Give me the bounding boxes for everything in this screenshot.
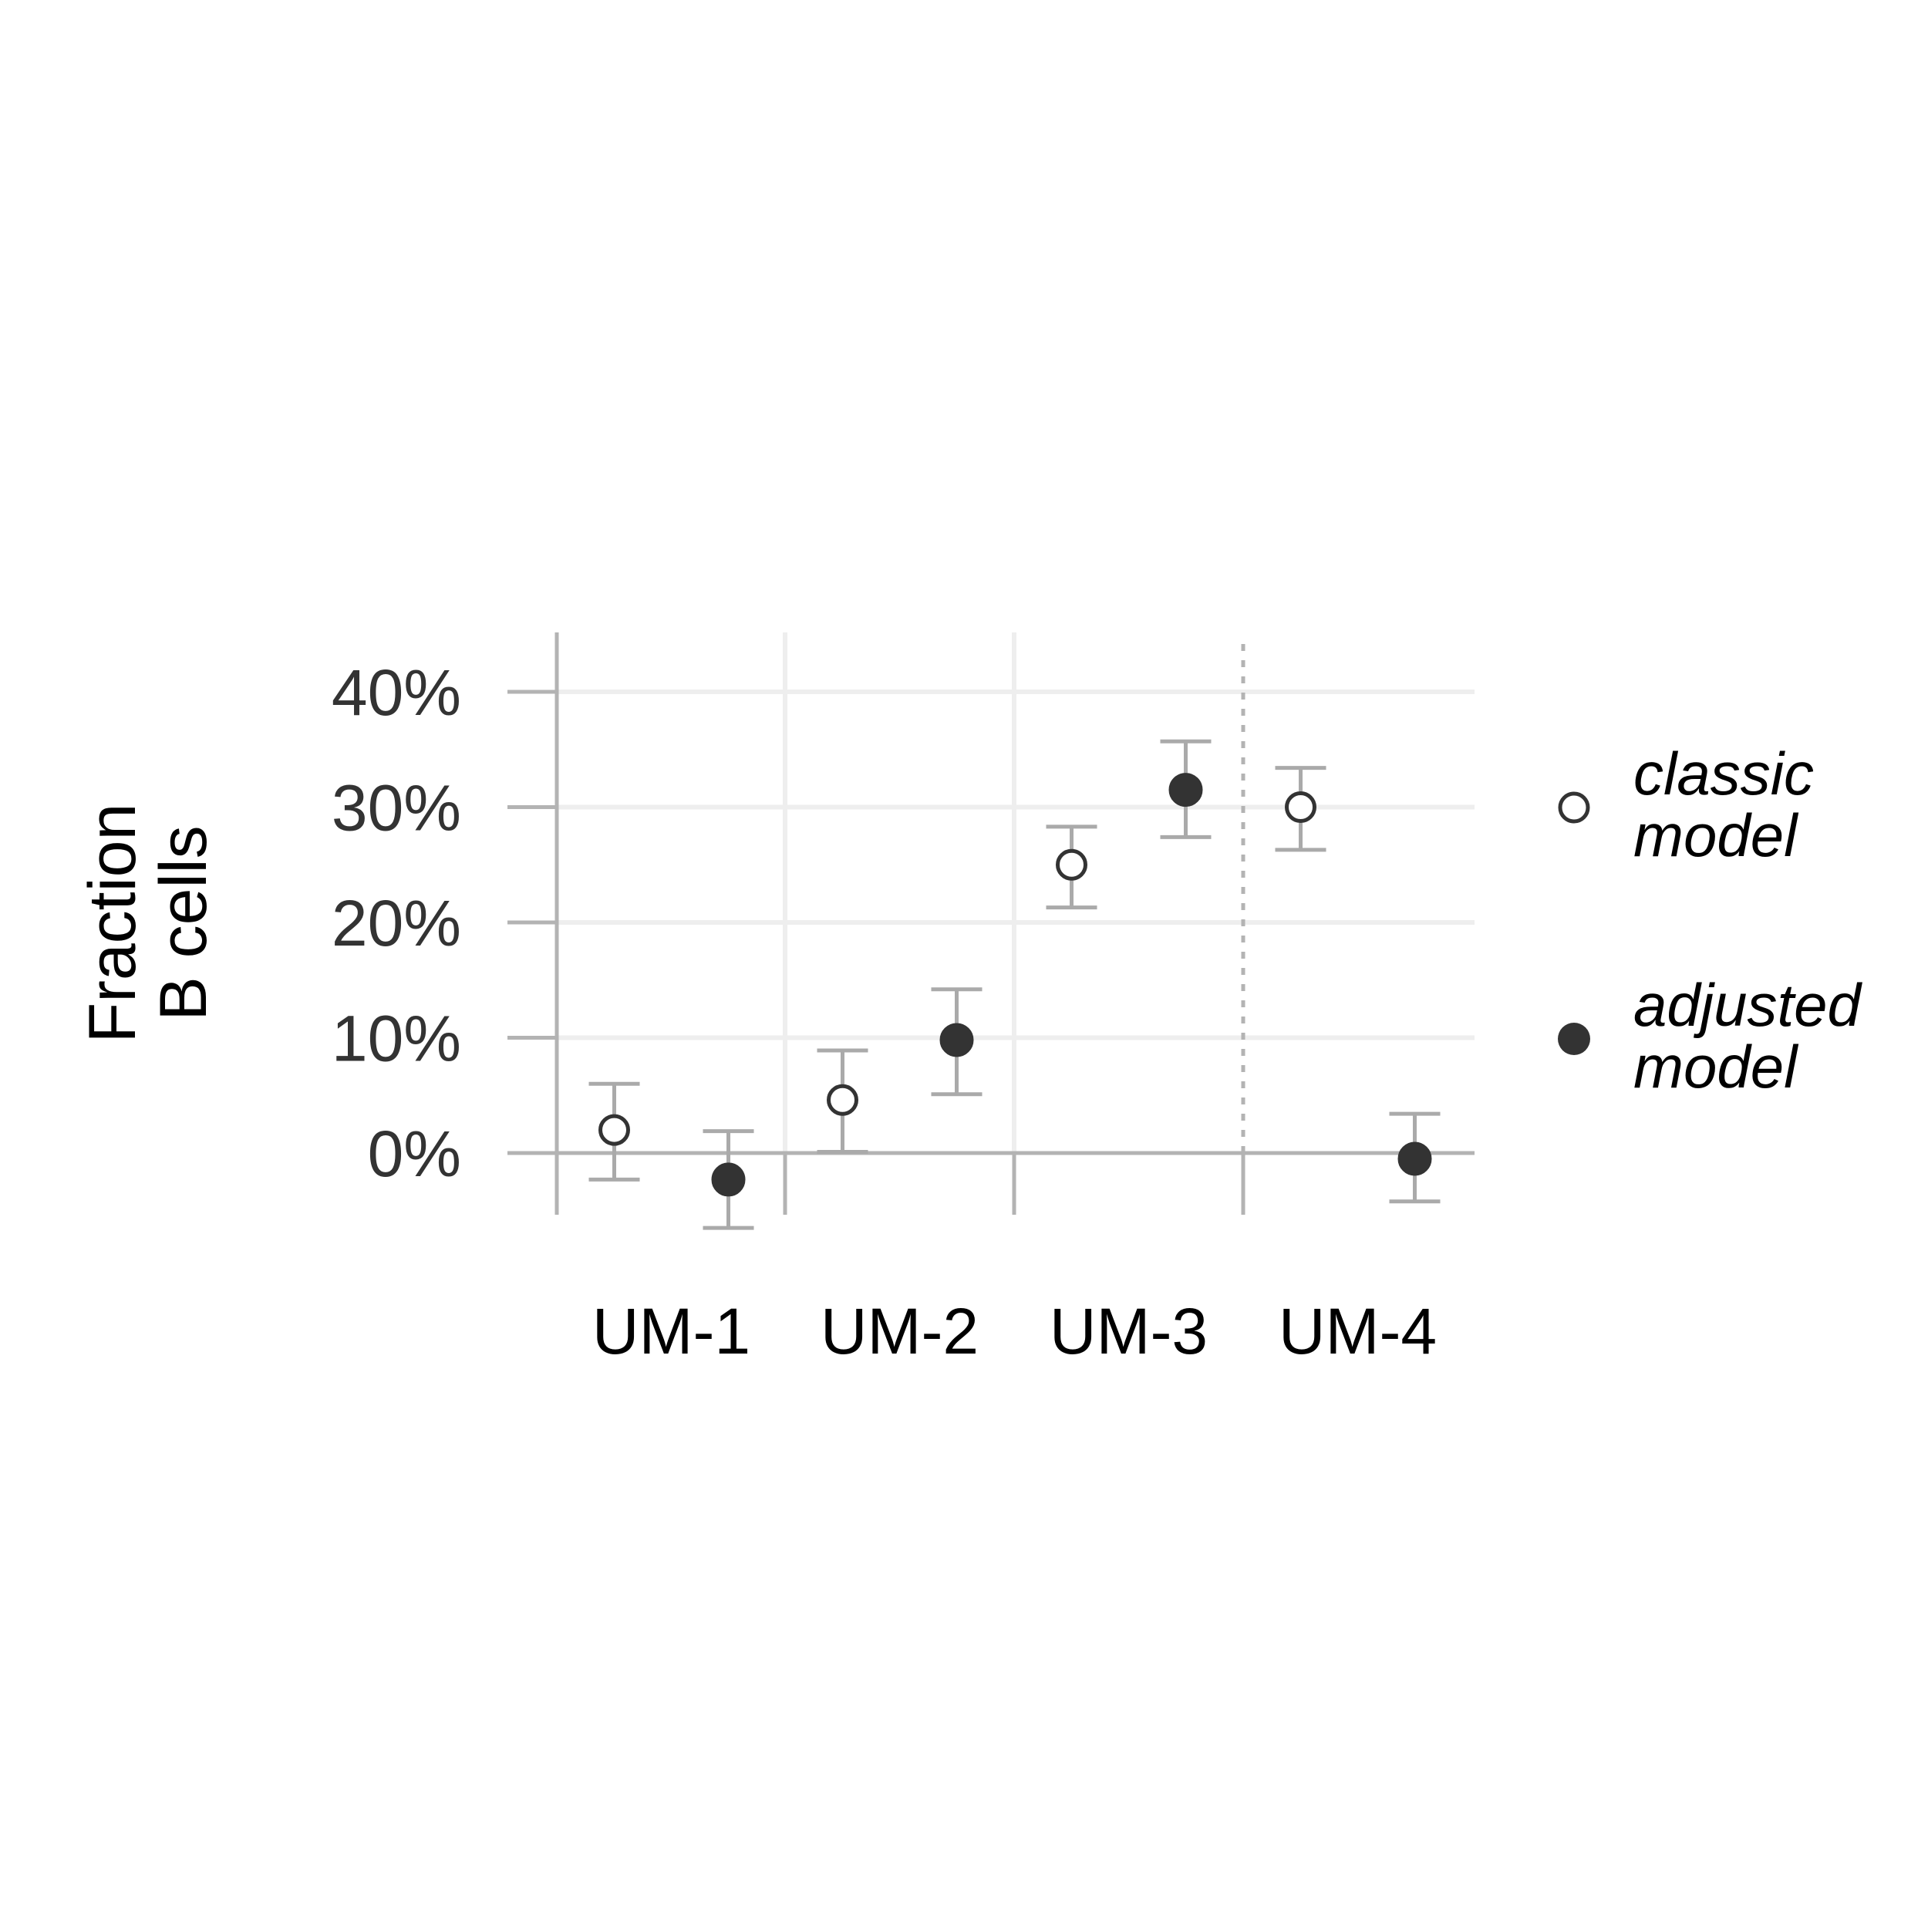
x-category-label: UM-1 xyxy=(592,1295,750,1367)
legend-key-adjusted xyxy=(1558,1023,1590,1055)
y-axis-title: FractionB cells xyxy=(76,804,221,1044)
y-tick-label: 40% xyxy=(332,656,461,729)
point-classic xyxy=(598,1114,630,1146)
x-category-labels: UM-1 UM-2 UM-3 UM-4 xyxy=(592,1295,1437,1367)
legend-label: adjusted xyxy=(1633,971,1863,1039)
y-tick-label: 30% xyxy=(332,772,461,845)
point-adjusted xyxy=(1168,773,1203,808)
x-category-label: UM-4 xyxy=(1279,1295,1437,1367)
x-category-label: UM-2 xyxy=(821,1295,979,1367)
y-tick-label: 20% xyxy=(332,887,461,959)
point-classic xyxy=(1056,848,1087,881)
data-points xyxy=(598,773,1432,1197)
x-category-label: UM-3 xyxy=(1050,1295,1208,1367)
point-adjusted xyxy=(1397,1141,1432,1176)
point-adjusted xyxy=(711,1162,746,1197)
grid-layer xyxy=(554,632,1475,1153)
legend-label: model xyxy=(1633,801,1799,869)
point-classic xyxy=(1285,791,1316,823)
y-axis-title-line: Fraction xyxy=(76,804,150,1044)
y-tick-label: 0% xyxy=(368,1118,461,1190)
y-axis-title-line: B cells xyxy=(147,825,221,1020)
legend-label: model xyxy=(1633,1033,1799,1101)
y-tick-labels: 0% 10% 20% 30% 40% xyxy=(332,656,461,1190)
y-axis-title-text: FractionB cells xyxy=(76,804,221,1044)
y-tick-label: 10% xyxy=(332,1003,461,1075)
axes-layer xyxy=(507,644,1475,1215)
legend-label: classic xyxy=(1633,740,1814,808)
point-classic xyxy=(827,1084,858,1116)
point-adjusted xyxy=(939,1023,974,1057)
legend-key-classic xyxy=(1558,791,1590,824)
